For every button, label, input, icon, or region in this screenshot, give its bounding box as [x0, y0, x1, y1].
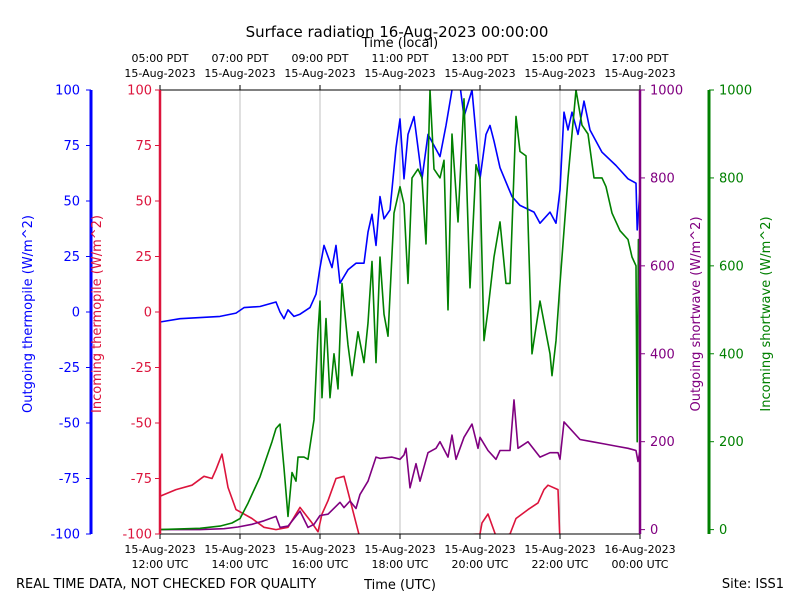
y-tick-label-out_sw-4: 800 — [650, 171, 675, 186]
series-incoming-shortwave — [160, 90, 640, 531]
top-x-tick-time-5: 15:00 PDT — [531, 52, 588, 65]
y-tick-label-in_sw-3: 600 — [719, 259, 744, 274]
y-tick-label-in_thermo-4: 0 — [144, 306, 152, 321]
y-axis-label-in_thermo: Incoming thermopile (W/m^2) — [90, 215, 105, 413]
y-tick-label-in_sw-2: 400 — [719, 347, 744, 362]
y-tick-label-in_sw-0: 0 — [719, 523, 727, 538]
y-tick-label-out_thermo-7: 75 — [63, 139, 80, 154]
top-x-tick-date-3: 15-Aug-2023 — [364, 67, 435, 80]
top-x-axis-label: Time (local) — [361, 36, 438, 51]
bottom-x-tick-date-6: 16-Aug-2023 — [604, 543, 675, 556]
y-tick-label-in_thermo-8: 100 — [127, 84, 152, 99]
y-axis-label-out_sw: Outgoing shortwave (W/m^2) — [689, 216, 704, 411]
y-tick-label-in_sw-5: 1000 — [719, 84, 752, 99]
bottom-x-tick-time-0: 12:00 UTC — [131, 558, 188, 571]
bottom-x-tick-date-2: 15-Aug-2023 — [284, 543, 355, 556]
top-x-tick-date-1: 15-Aug-2023 — [204, 67, 275, 80]
y-tick-label-out_sw-1: 200 — [650, 435, 675, 450]
y-tick-label-in_thermo-5: 25 — [135, 250, 152, 265]
y-tick-label-out_sw-2: 400 — [650, 347, 675, 362]
bottom-x-tick-time-3: 18:00 UTC — [371, 558, 428, 571]
y-tick-label-out_sw-0: 0 — [650, 523, 658, 538]
y-tick-label-out_thermo-1: -75 — [59, 472, 80, 487]
top-x-tick-time-3: 11:00 PDT — [371, 52, 428, 65]
y-tick-label-out_thermo-0: -100 — [50, 528, 80, 543]
y-tick-label-in_thermo-1: -75 — [131, 472, 152, 487]
top-x-tick-date-4: 15-Aug-2023 — [444, 67, 515, 80]
bottom-x-tick-time-4: 20:00 UTC — [451, 558, 508, 571]
top-x-tick-date-6: 15-Aug-2023 — [604, 67, 675, 80]
bottom-x-axis-label: Time (UTC) — [363, 578, 436, 593]
bottom-x-tick-date-3: 15-Aug-2023 — [364, 543, 435, 556]
y-tick-label-in_thermo-7: 75 — [135, 139, 152, 154]
series-outgoing-shortwave — [160, 399, 640, 531]
chart-title: Surface radiation 16-Aug-2023 00:00:00 — [246, 23, 549, 41]
quality-disclaimer: REAL TIME DATA, NOT CHECKED FOR QUALITY — [16, 577, 316, 592]
y-tick-label-out_thermo-3: -25 — [59, 361, 80, 376]
y-axis-label-in_sw: Incoming shortwave (W/m^2) — [759, 216, 774, 411]
series-incoming-thermopile — [160, 453, 561, 534]
y-tick-label-in_thermo-6: 50 — [135, 195, 152, 210]
top-x-tick-date-0: 15-Aug-2023 — [124, 67, 195, 80]
y-tick-label-in_sw-1: 200 — [719, 435, 744, 450]
y-tick-label-in_thermo-2: -50 — [131, 417, 152, 432]
y-tick-label-out_thermo-2: -50 — [59, 417, 80, 432]
bottom-x-tick-time-6: 00:00 UTC — [611, 558, 668, 571]
series-outgoing-thermopile — [160, 90, 640, 323]
y-tick-label-out_sw-3: 600 — [650, 259, 675, 274]
y-tick-label-in_thermo-0: -100 — [122, 528, 152, 543]
bottom-x-tick-time-1: 14:00 UTC — [211, 558, 268, 571]
top-x-tick-time-2: 09:00 PDT — [291, 52, 348, 65]
y-tick-label-out_thermo-5: 25 — [63, 250, 80, 265]
site-label: Site: ISS1 — [722, 577, 784, 592]
y-axis-label-out_thermo: Outgoing thermopile (W/m^2) — [21, 215, 36, 413]
bottom-x-tick-time-2: 16:00 UTC — [291, 558, 348, 571]
top-x-tick-time-6: 17:00 PDT — [611, 52, 668, 65]
y-tick-label-in_thermo-3: -25 — [131, 361, 152, 376]
y-tick-label-out_sw-5: 1000 — [650, 84, 683, 99]
y-tick-label-out_thermo-6: 50 — [63, 195, 80, 210]
y-tick-label-out_thermo-8: 100 — [55, 84, 80, 99]
top-x-tick-date-5: 15-Aug-2023 — [524, 67, 595, 80]
bottom-x-tick-date-4: 15-Aug-2023 — [444, 543, 515, 556]
top-x-tick-time-1: 07:00 PDT — [211, 52, 268, 65]
y-tick-label-in_sw-4: 800 — [719, 171, 744, 186]
y-tick-label-out_thermo-4: 0 — [72, 306, 80, 321]
bottom-x-tick-date-5: 15-Aug-2023 — [524, 543, 595, 556]
top-x-tick-date-2: 15-Aug-2023 — [284, 67, 355, 80]
top-x-tick-time-4: 13:00 PDT — [451, 52, 508, 65]
bottom-x-tick-date-1: 15-Aug-2023 — [204, 543, 275, 556]
bottom-x-tick-date-0: 15-Aug-2023 — [124, 543, 195, 556]
top-x-tick-time-0: 05:00 PDT — [131, 52, 188, 65]
bottom-x-tick-time-5: 22:00 UTC — [531, 558, 588, 571]
